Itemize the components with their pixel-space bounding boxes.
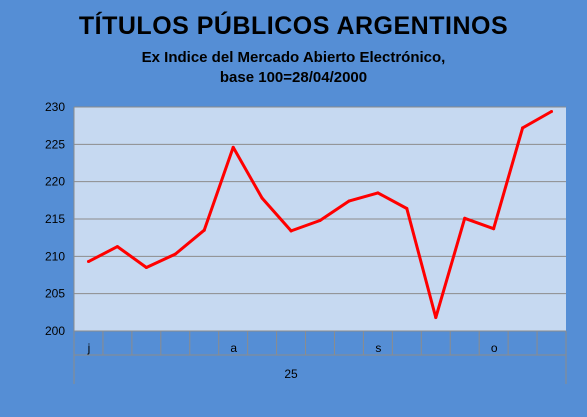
data-point xyxy=(115,245,119,249)
data-point xyxy=(289,229,293,233)
y-tick-label: 220 xyxy=(45,175,65,189)
chart-subtitle: Ex Indice del Mercado Abierto Electrónic… xyxy=(0,48,587,88)
data-point xyxy=(434,316,438,320)
x-year-label: 25 xyxy=(284,367,298,381)
data-point xyxy=(376,191,380,195)
x-tick-label: j xyxy=(87,341,91,355)
data-point xyxy=(405,207,409,211)
x-tick-label: s xyxy=(375,341,381,355)
data-point xyxy=(318,218,322,222)
chart-subtitle-line-1: Ex Indice del Mercado Abierto Electrónic… xyxy=(141,49,446,66)
y-tick-label: 225 xyxy=(45,137,65,151)
y-tick-label: 230 xyxy=(45,100,65,114)
data-point xyxy=(463,216,467,220)
data-point xyxy=(521,126,525,130)
data-point xyxy=(492,227,496,231)
data-point xyxy=(173,252,177,256)
x-tick-label: o xyxy=(491,341,498,355)
data-point xyxy=(260,196,264,200)
data-point xyxy=(231,145,235,149)
chart-subtitle-line-2: base 100=28/04/2000 xyxy=(219,69,368,86)
x-tick-label: a xyxy=(230,341,237,355)
y-tick-label: 215 xyxy=(45,212,65,226)
data-point xyxy=(202,228,206,232)
y-tick-label: 205 xyxy=(45,287,65,301)
y-tick-label: 200 xyxy=(45,324,65,338)
data-point xyxy=(86,260,90,264)
data-point xyxy=(144,266,148,270)
chart-title: TÍTULOS PÚBLICOS ARGENTINOS xyxy=(78,12,509,40)
data-point xyxy=(347,199,351,203)
y-tick-label: 210 xyxy=(45,249,65,263)
data-point xyxy=(550,109,554,113)
